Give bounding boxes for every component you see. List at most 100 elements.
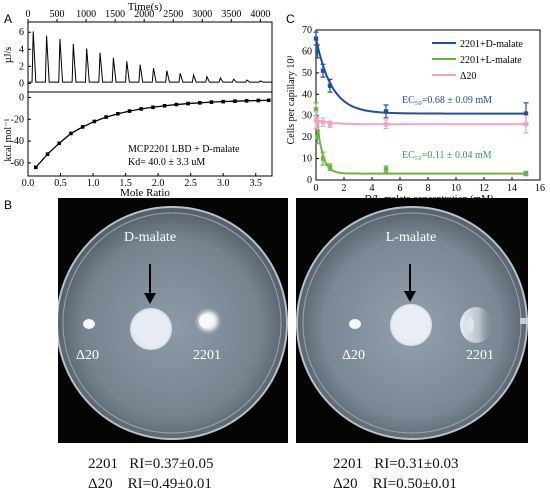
series-line-1: [315, 109, 526, 175]
series-point: [320, 119, 326, 125]
upper-y-tick-label: 0: [19, 78, 24, 89]
panel-c-label: C: [286, 12, 295, 26]
data-point: [162, 103, 167, 108]
top-tick-label: 500: [50, 9, 65, 20]
ec50-d-malate: EC₅₀=0.68 ± 0.09 mM: [402, 95, 492, 106]
series-point: [383, 109, 389, 114]
colony-2201-right: [460, 307, 492, 343]
series-point: [320, 156, 326, 161]
colony-delta20: [83, 319, 95, 329]
c-y-tick-label: 40: [302, 89, 312, 100]
lower-y-tick-label: -40: [11, 136, 24, 147]
c-x-tick-label: 14: [507, 183, 517, 194]
data-point: [221, 99, 225, 104]
label-2201-left: 2201: [193, 348, 221, 363]
data-point: [256, 98, 261, 103]
c-x-tick-label: 8: [426, 183, 431, 194]
label-d-malate: D-malate: [123, 230, 177, 245]
itc-annotation-line2: Kd= 40.0 ± 3.3 uM: [128, 157, 205, 168]
series-point: [315, 119, 320, 125]
lower-y-label: kcal mol⁻¹: [3, 119, 14, 162]
data-point: [174, 102, 179, 107]
c-y-tick-label: 50: [302, 68, 312, 79]
c-y-tick-label: 30: [302, 111, 312, 122]
data-point: [92, 119, 97, 124]
c-x-tick-label: 2: [342, 183, 347, 194]
upper-y-tick-label: 2: [19, 61, 24, 72]
agar-plate-l-malate: [296, 206, 528, 440]
x-tick-label: 0.0: [22, 178, 35, 189]
series-point: [313, 107, 319, 112]
itc-lower-frame: [27, 91, 273, 177]
series-line-2: [315, 119, 526, 126]
legend-delta20: Δ20: [460, 71, 476, 82]
label-l-malate: L-malate: [385, 230, 437, 245]
c-x-tick-label: 6: [398, 183, 403, 194]
data-point: [209, 100, 214, 104]
data-point: [115, 112, 120, 116]
series-point: [315, 49, 320, 54]
top-tick-label: 3000: [192, 9, 212, 20]
plate-d-malate: D-malate Δ20 2201: [58, 198, 288, 443]
upper-y-tick-label: 4: [19, 44, 24, 55]
series-point: [383, 122, 389, 127]
top-tick-label: 1500: [105, 9, 125, 20]
c-x-tick-label: 10: [451, 183, 461, 194]
itc-annotation-line1: MCP2201 LBD + D-malate: [128, 144, 240, 155]
x-tick-label: 1.5: [119, 178, 132, 189]
lower-y-tick-label: -60: [11, 158, 24, 169]
legend-l-malate: 2201+L-malate: [460, 55, 522, 66]
itc-raw-heat-plot: 0 500 1000 1500 2000 2500 3000 3500 4000 6 4 2 0: [19, 9, 273, 93]
chart-c-legend: 2201+D-malate 2201+L-malate Δ20: [432, 39, 523, 82]
series-point: [523, 111, 529, 116]
top-axis-title: Time(s): [128, 1, 163, 13]
x-tick-label: 1.0: [87, 178, 100, 189]
upper-y-tick-label: 6: [19, 27, 24, 38]
lower-y-tick-label: -20: [11, 114, 24, 125]
top-tick-label: 3500: [221, 9, 241, 20]
series-point: [315, 134, 320, 140]
series-point: [523, 122, 529, 127]
chart-c-y-label: Cells per capillary 10³: [286, 56, 297, 145]
series-point: [320, 68, 326, 73]
x-tick-label: 2.5: [184, 178, 197, 189]
series-point: [383, 167, 389, 172]
data-point: [34, 165, 38, 170]
data-point: [233, 99, 237, 103]
upper-y-label: µJ/s: [3, 47, 14, 63]
series-point: [523, 171, 529, 176]
data-point: [266, 98, 271, 103]
agar-plate-d-malate: [58, 206, 288, 440]
panel-a-label: A: [4, 12, 13, 26]
x-axis-label: Mole Ratio: [120, 187, 170, 199]
panel-c-chemotaxis-chart: 0 10 20 30 40 50 60 70 0 2 4 6 8 10 12 14 16 Cells per c…: [286, 25, 545, 205]
ri-left-2201: 2201 RI=0.37±0.05: [88, 456, 214, 472]
c-x-tick-label: 4: [370, 183, 375, 194]
data-point: [197, 101, 202, 105]
x-tick-label: 0.5: [54, 178, 67, 189]
c-x-tick-label: 0: [314, 183, 319, 194]
data-point: [244, 99, 249, 103]
c-y-tick-label: 60: [302, 46, 312, 57]
ec50-l-malate: EC₅₀=0.11 ± 0.04 mM: [402, 150, 492, 161]
panel-a-itc-figure: 0 500 1000 1500 2000 2500 3000 3500 4000 6 4 2 0 0 -2…: [3, 1, 273, 199]
label-delta20-right: Δ20: [342, 348, 366, 363]
series-point: [327, 122, 333, 127]
top-tick-label: 4000: [250, 9, 270, 20]
panel-b-label: B: [4, 198, 13, 212]
legend-d-malate: 2201+D-malate: [460, 39, 523, 50]
c-x-tick-label: 16: [535, 183, 545, 194]
label-2201-right: 2201: [466, 348, 494, 363]
x-tick-label: 2.0: [152, 178, 165, 189]
data-point: [80, 125, 85, 129]
data-point: [151, 105, 155, 110]
top-tick-label: 0: [26, 9, 31, 20]
data-point: [57, 141, 62, 146]
data-point: [45, 152, 50, 156]
itc-trace: [28, 31, 272, 83]
data-point: [104, 115, 108, 119]
x-tick-label: 3.5: [249, 178, 262, 189]
data-point: [186, 101, 190, 106]
ri-right-delta20: Δ20 RI=0.50±0.01: [333, 476, 457, 492]
top-tick-label: 1000: [76, 9, 96, 20]
